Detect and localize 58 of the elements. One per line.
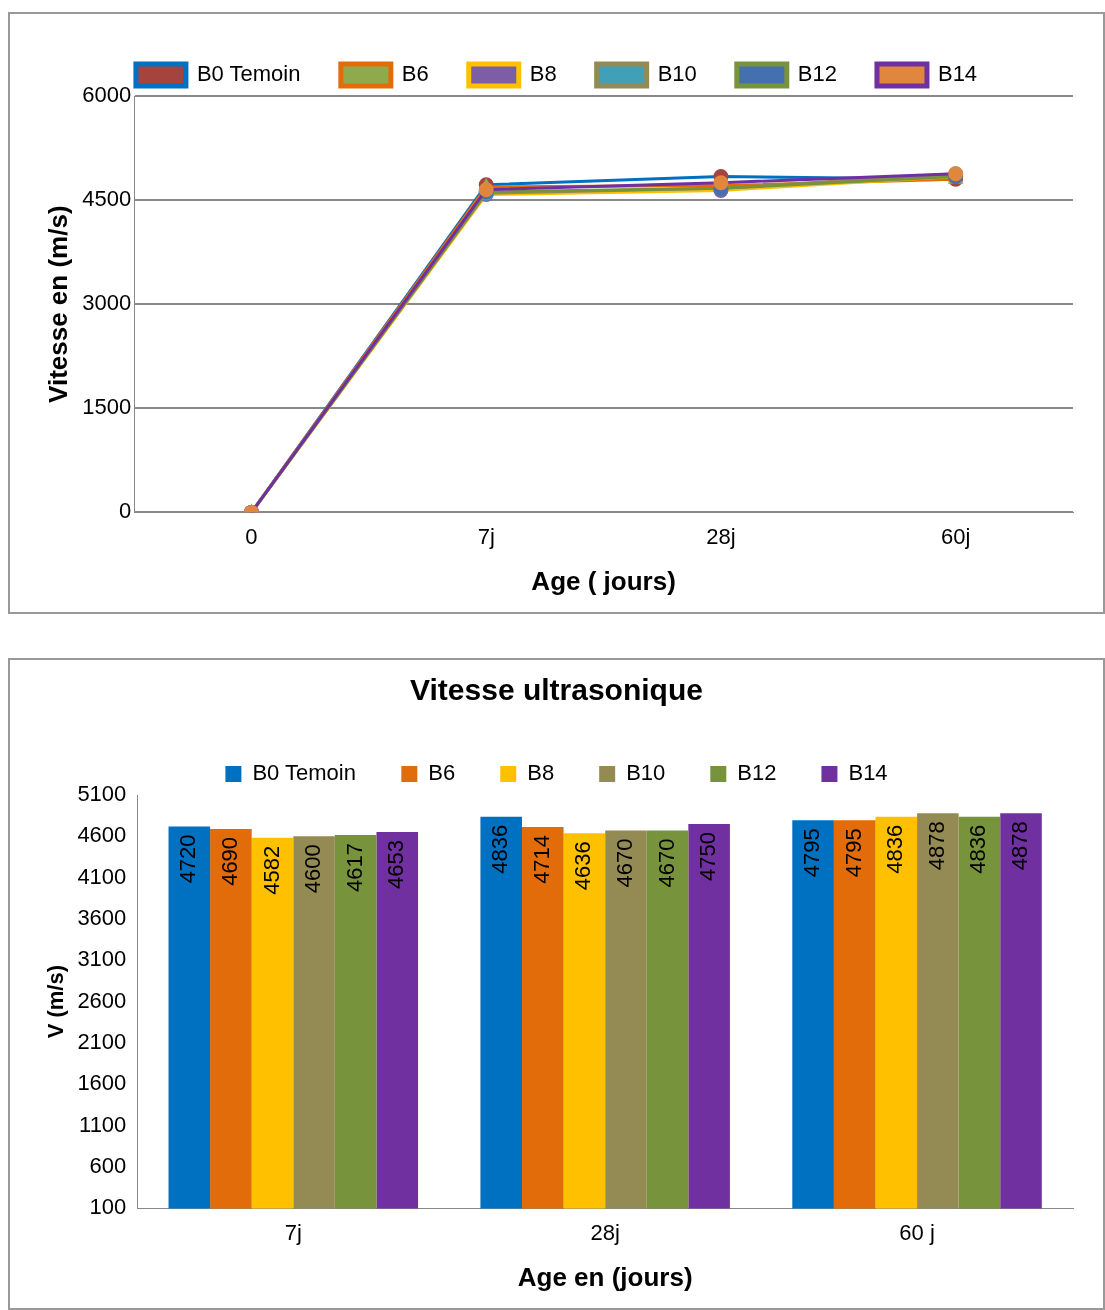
y-tick-label: 1500 <box>82 394 132 420</box>
y-tick-label: 4600 <box>77 822 127 848</box>
data-label: 4690 <box>216 836 242 886</box>
y-tick-label: 1600 <box>77 1070 127 1096</box>
x-tick-label: 7j <box>477 523 495 549</box>
data-label: 4720 <box>175 834 201 884</box>
legend-label: B14 <box>937 61 978 87</box>
y-tick-label: 6000 <box>82 82 132 108</box>
y-tick-label: 1100 <box>79 1111 127 1137</box>
legend-label: B10 <box>657 61 697 87</box>
y-tick-label: 3600 <box>77 905 127 931</box>
data-label: 4836 <box>487 824 513 874</box>
legend-label: B8 <box>529 61 557 87</box>
data-label: 4836 <box>882 824 908 874</box>
data-label: 4617 <box>341 842 367 892</box>
legend-label: B12 <box>737 760 777 786</box>
chart-title: Vitesse ultrasonique <box>410 673 703 707</box>
legend-label: B12 <box>797 61 837 87</box>
data-label: 4653 <box>383 839 409 889</box>
y-tick-label: 3100 <box>77 946 127 972</box>
data-label: 4878 <box>923 821 949 871</box>
legend-label: B6 <box>428 760 456 786</box>
y-tick-label: 4100 <box>77 863 127 889</box>
data-label: 4670 <box>612 838 638 888</box>
data-label: 4878 <box>1007 821 1033 871</box>
legend-label: B6 <box>401 61 429 87</box>
x-tick-label: 28j <box>706 523 736 549</box>
y-tick-label: 600 <box>89 1153 127 1179</box>
y-axis-title: Vitesse en (m/s) <box>42 205 73 403</box>
x-axis-title: Age en (jours) <box>517 1261 693 1292</box>
y-tick-label: 0 <box>118 498 132 524</box>
data-label: 4750 <box>695 831 721 881</box>
y-tick-label: 5100 <box>77 781 127 807</box>
legend-label: B14 <box>848 760 888 786</box>
x-tick-label: 60j <box>940 523 971 549</box>
legend-label: B10 <box>626 760 666 786</box>
data-label: 4836 <box>965 824 991 874</box>
legend-label: B0 Temoin <box>196 61 301 87</box>
y-tick-label: 2600 <box>77 987 127 1013</box>
data-label: 4795 <box>799 828 825 878</box>
data-label: 4582 <box>258 845 284 895</box>
data-label: 4670 <box>653 838 679 888</box>
y-tick-label: 100 <box>89 1194 127 1220</box>
legend-label: B0 Temoin <box>252 760 356 786</box>
data-label: 4714 <box>528 834 554 884</box>
data-label: 4795 <box>840 828 866 878</box>
x-tick-label: 0 <box>245 523 258 549</box>
x-tick-label: 60 j <box>899 1219 935 1245</box>
data-label: 4600 <box>300 844 326 894</box>
y-tick-label: 2100 <box>77 1029 127 1055</box>
y-axis-title: V (m/s) <box>43 965 69 1039</box>
x-axis-title: Age ( jours) <box>531 565 676 596</box>
y-tick-label: 3000 <box>82 290 132 316</box>
y-tick-label: 4500 <box>82 186 132 212</box>
x-tick-label: 28j <box>590 1219 620 1245</box>
data-label: 4636 <box>570 841 596 891</box>
legend-label: B8 <box>527 760 555 786</box>
x-tick-label: 7j <box>284 1219 302 1245</box>
